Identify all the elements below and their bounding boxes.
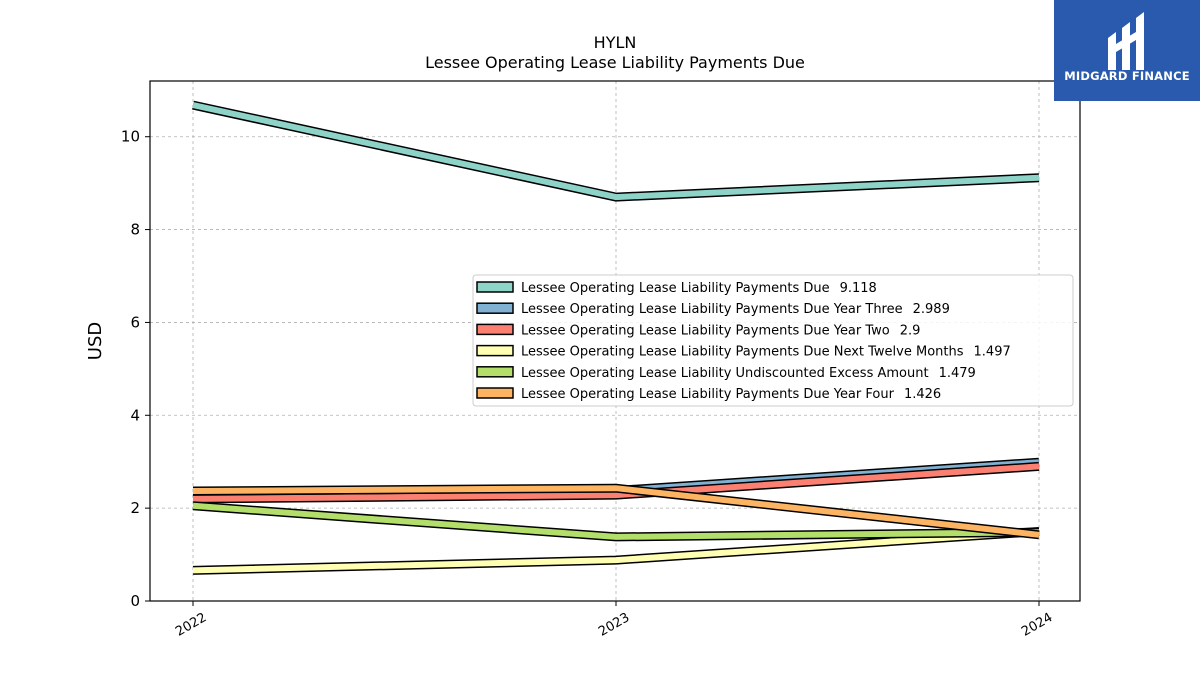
legend-swatch	[476, 366, 514, 378]
y-tick-label: 4	[130, 406, 140, 424]
y-tick-label: 10	[121, 128, 140, 146]
y-axis-label: USD	[85, 322, 106, 360]
legend-entry: Lessee Operating Lease Liability Payment…	[521, 323, 920, 338]
series-line	[192, 502, 1040, 540]
series-line	[192, 485, 1040, 538]
series-line	[192, 463, 1040, 502]
series-line	[192, 102, 1040, 201]
legend-series-value: 9.118	[840, 281, 877, 296]
chart-title: HYLN	[594, 33, 637, 52]
y-axis-ticks: 0 2 4 6 8 10	[121, 128, 150, 610]
series-lines	[192, 100, 1040, 575]
legend-series-value: 1.497	[974, 345, 1011, 360]
legend-series-value: 1.479	[939, 366, 976, 381]
legend-series-name: Lessee Operating Lease Liability Payment…	[521, 302, 903, 317]
legend-swatch	[476, 281, 514, 293]
legend: Lessee Operating Lease Liability Payment…	[472, 274, 1074, 407]
legend-series-name: Lessee Operating Lease Liability Undisco…	[521, 366, 929, 381]
legend-box	[472, 274, 1074, 407]
legend-series-value: 2.989	[913, 302, 950, 317]
legend-entry: Lessee Operating Lease Liability Payment…	[521, 387, 941, 402]
legend-series-name: Lessee Operating Lease Liability Payment…	[521, 323, 890, 338]
legend-series-name: Lessee Operating Lease Liability Payment…	[521, 281, 830, 296]
chart-subtitle: Lessee Operating Lease Liability Payment…	[425, 53, 805, 72]
x-tick-label: 2022	[173, 610, 209, 640]
legend-series-name: Lessee Operating Lease Liability Payment…	[521, 387, 895, 402]
y-tick-label: 8	[130, 221, 140, 239]
logo-text: MIDGARD FINANCE	[1064, 69, 1190, 83]
series-line	[192, 528, 1040, 574]
x-tick-label: 2023	[596, 610, 632, 640]
y-tick-label: 0	[130, 592, 140, 610]
plot-frame	[149, 80, 1081, 602]
y-tick-label: 2	[130, 499, 140, 517]
legend-swatch	[476, 323, 514, 336]
legend-swatch	[476, 302, 514, 314]
legend-entry: Lessee Operating Lease Liability Payment…	[521, 281, 877, 296]
midgard-finance-logo: MIDGARD FINANCE	[1054, 0, 1200, 101]
logo-mark-icon	[1108, 12, 1144, 70]
legend-swatch	[476, 387, 514, 399]
y-tick-label: 6	[130, 313, 140, 331]
legend-swatch	[476, 344, 514, 357]
legend-entry: Lessee Operating Lease Liability Payment…	[521, 345, 1011, 360]
legend-entry: Lessee Operating Lease Liability Undisco…	[521, 366, 976, 381]
legend-series-value: 2.9	[900, 323, 921, 338]
x-axis-ticks: 2022 2023 2024	[173, 601, 1055, 640]
legend-series-value: 1.426	[904, 387, 941, 402]
legend-series-name: Lessee Operating Lease Liability Payment…	[521, 345, 964, 360]
legend-entry: Lessee Operating Lease Liability Payment…	[521, 302, 950, 317]
x-tick-label: 2024	[1019, 610, 1055, 640]
